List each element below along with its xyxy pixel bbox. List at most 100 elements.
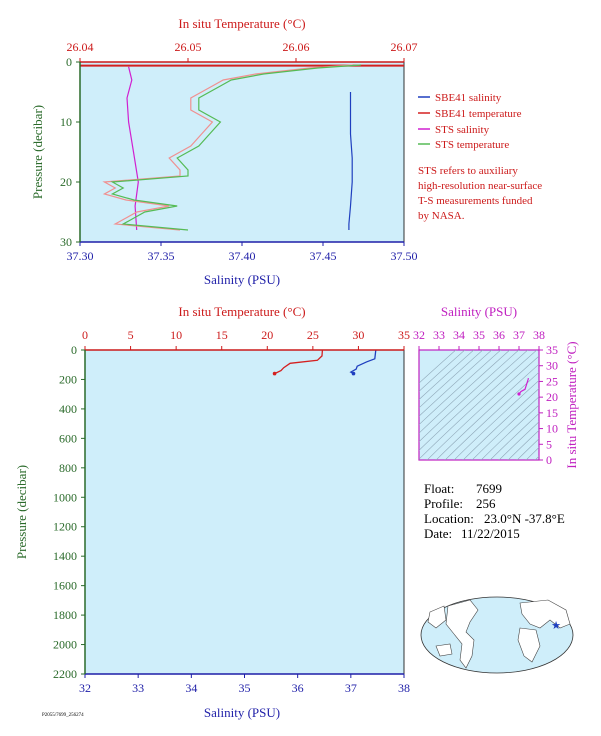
panel2-series-end-marker bbox=[351, 371, 356, 376]
ts-contour-line bbox=[419, 350, 511, 434]
ts-contour-line bbox=[534, 455, 539, 460]
legend-label-sts-temperature: STS temperature bbox=[435, 139, 509, 151]
ts-contour-line bbox=[419, 350, 475, 400]
ts-right-tick-label: 30 bbox=[546, 359, 558, 373]
note-line-1: STS refers to auxiliary bbox=[418, 165, 518, 177]
profile-label: Profile: bbox=[424, 496, 463, 511]
map-land-americas bbox=[445, 599, 479, 669]
full-profile-panel: 0 5 10 15 20 25 30 35 32 33 34 35 36 37 38 0 200 400 600 80… bbox=[14, 304, 410, 720]
panel2-left-axis-label: Pressure (decibar) bbox=[14, 465, 29, 559]
ts-contour-line bbox=[462, 388, 539, 460]
panel1-legend: SBE41 salinity SBE41 temperature STS sal… bbox=[418, 92, 522, 151]
ts-right-tick-label: 25 bbox=[546, 374, 558, 388]
panel1-background bbox=[79, 61, 405, 243]
ts-contour-line bbox=[525, 447, 539, 460]
profile-value: 256 bbox=[476, 496, 496, 511]
near-surface-panel: 26.04 26.05 26.06 26.07 37.30 37.35 37.40 37.45… bbox=[30, 16, 542, 287]
ts-top-tick-label: 34 bbox=[453, 328, 465, 342]
panel2-left-tick-label: 1000 bbox=[53, 490, 77, 504]
ts-contour-line bbox=[419, 350, 538, 460]
date-value: 11/22/2015 bbox=[461, 526, 520, 541]
panel2-top-tick-label: 10 bbox=[170, 328, 182, 342]
panel2-series-sbe41-temperature bbox=[274, 349, 324, 375]
panel2-bottom-tick-label: 37 bbox=[345, 681, 357, 695]
ts-top-tick-label: 37 bbox=[513, 328, 525, 342]
panel1-series-sts-temperature bbox=[110, 64, 361, 231]
panel1-top-tick-label: 26.05 bbox=[175, 40, 202, 54]
panel2-bottom-tick-label: 36 bbox=[292, 681, 304, 695]
panel2-top-tick-label: 5 bbox=[128, 328, 134, 342]
ts-contour-line bbox=[489, 413, 539, 460]
note-line-3: T-S measurements funded bbox=[418, 195, 533, 207]
ts-contour-line bbox=[480, 404, 539, 460]
ts-contour-line bbox=[507, 429, 539, 460]
panel1-series bbox=[80, 64, 404, 231]
legend-label-sbe-temperature: SBE41 temperature bbox=[435, 108, 522, 120]
panel2-top-axis-label: In situ Temperature (°C) bbox=[178, 304, 305, 319]
panel1-top-axis-label: In situ Temperature (°C) bbox=[178, 16, 305, 31]
world-map: ★ bbox=[420, 596, 574, 674]
panel2-series bbox=[272, 349, 377, 376]
panel1-bottom-tick-label: 37.50 bbox=[391, 249, 418, 263]
panel1-series-sbe41-salinity bbox=[348, 92, 353, 230]
panel2-bottom-tick-label: 34 bbox=[185, 681, 197, 695]
location-label: Location: bbox=[424, 511, 474, 526]
panel1-left-tick-label: 0 bbox=[66, 55, 72, 69]
ts-contour-line bbox=[419, 350, 493, 417]
panel2-ticks: 0 5 10 15 20 25 30 35 32 33 34 35 36 37 38 0 200 400 600 80… bbox=[53, 328, 410, 695]
panel1-bottom-axis-label: Salinity (PSU) bbox=[204, 272, 280, 287]
panel1-ticks: 26.04 26.05 26.06 26.07 37.30 37.35 37.40 37.45… bbox=[60, 40, 418, 263]
panel2-left-tick-label: 200 bbox=[59, 372, 77, 386]
panel2-left-tick-label: 1600 bbox=[53, 579, 77, 593]
date-label: Date: bbox=[424, 526, 452, 541]
ts-top-tick-label: 35 bbox=[473, 328, 485, 342]
ts-contour-line bbox=[498, 421, 539, 460]
ts-top-tick-label: 36 bbox=[493, 328, 505, 342]
ts-series bbox=[517, 377, 529, 396]
ts-density-contours bbox=[419, 340, 601, 470]
panel1-series-sts-salinity bbox=[126, 66, 139, 231]
panel2-left-tick-label: 1200 bbox=[53, 520, 77, 534]
float-value: 7699 bbox=[476, 481, 502, 496]
panel2-bottom-tick-label: 38 bbox=[398, 681, 410, 695]
panel2-top-tick-label: 0 bbox=[82, 328, 88, 342]
panel2-left-tick-label: 1400 bbox=[53, 549, 77, 563]
panel2-top-tick-label: 15 bbox=[216, 328, 228, 342]
footer-code: P2055/7699_256274 bbox=[42, 713, 84, 718]
ts-contour-group bbox=[419, 340, 601, 470]
ts-top-tick-label: 33 bbox=[433, 328, 445, 342]
ts-series-profile bbox=[518, 377, 529, 395]
ts-top-tick-label: 38 bbox=[533, 328, 545, 342]
ts-series-end-marker bbox=[517, 392, 521, 396]
panel1-top-tick-label: 26.04 bbox=[67, 40, 94, 54]
panel2-top-tick-label: 20 bbox=[261, 328, 273, 342]
panel2-series-end-marker bbox=[272, 371, 277, 376]
ts-right-tick-label: 0 bbox=[546, 453, 552, 467]
panel1-bottom-tick-label: 37.45 bbox=[310, 249, 337, 263]
panel2-bottom-tick-label: 35 bbox=[239, 681, 251, 695]
ts-right-tick-label: 35 bbox=[546, 343, 558, 357]
ts-top-axis-label: Salinity (PSU) bbox=[441, 304, 517, 319]
ts-contour-line bbox=[419, 350, 502, 426]
panel1-top-tick-label: 26.06 bbox=[283, 40, 310, 54]
float-label: Float: bbox=[424, 481, 454, 496]
panel1-left-tick-label: 30 bbox=[60, 235, 72, 249]
panel2-left-tick-label: 2200 bbox=[53, 667, 77, 681]
ts-contour-line bbox=[419, 350, 529, 451]
ts-background bbox=[418, 349, 540, 461]
location-value: 23.0°N -37.8°E bbox=[484, 511, 565, 526]
panel2-left-tick-label: 600 bbox=[59, 431, 77, 445]
note-line-4: by NASA. bbox=[418, 210, 465, 222]
ts-contour-line bbox=[588, 340, 601, 470]
panel1-left-tick-label: 20 bbox=[60, 175, 72, 189]
ts-contour-line bbox=[516, 438, 539, 460]
ts-right-tick-label: 10 bbox=[546, 422, 558, 436]
note-line-2: high-resolution near-surface bbox=[418, 180, 542, 192]
panel2-top-tick-label: 30 bbox=[352, 328, 364, 342]
map-land-africa bbox=[517, 627, 541, 663]
panel1-bottom-tick-label: 37.40 bbox=[229, 249, 256, 263]
panel2-series-sbe41-salinity bbox=[349, 349, 377, 375]
